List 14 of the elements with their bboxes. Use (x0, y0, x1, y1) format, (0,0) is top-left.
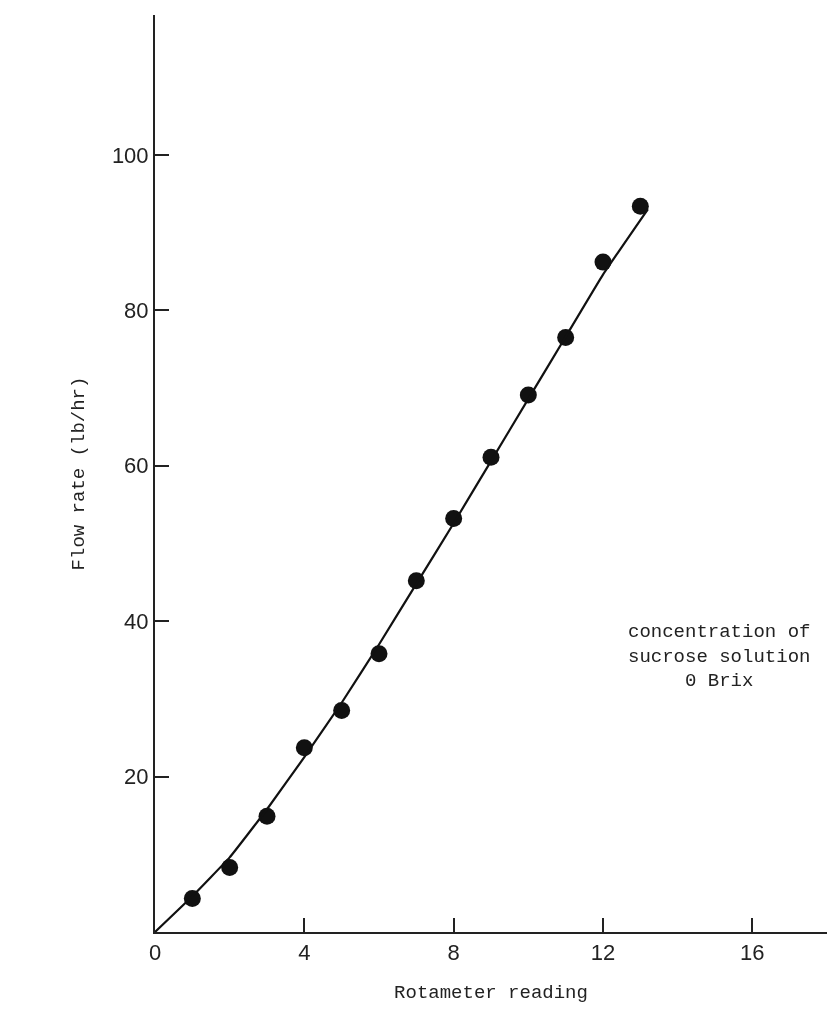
x-tick-label: 4 (298, 940, 311, 966)
y-tick-label: 20 (124, 764, 149, 790)
point (631, 197, 649, 215)
y-tick-label: 100 (111, 142, 149, 168)
y-tick-label: 40 (124, 608, 149, 634)
y-axis-title: Flow rate (lb/hr) (68, 376, 91, 571)
x-tick-label: 8 (447, 940, 460, 966)
x-tick-label: 12 (590, 940, 616, 966)
x-tick-label: 16 (740, 940, 765, 966)
x-axis-title: Rotameter reading (394, 981, 588, 1004)
annotation: concentration of sucrose solution 0 Brix (628, 621, 811, 693)
y-tick-label: 60 (124, 453, 149, 479)
y-tick-label: 80 (124, 298, 149, 324)
x-tick-label: 0 (148, 940, 162, 966)
